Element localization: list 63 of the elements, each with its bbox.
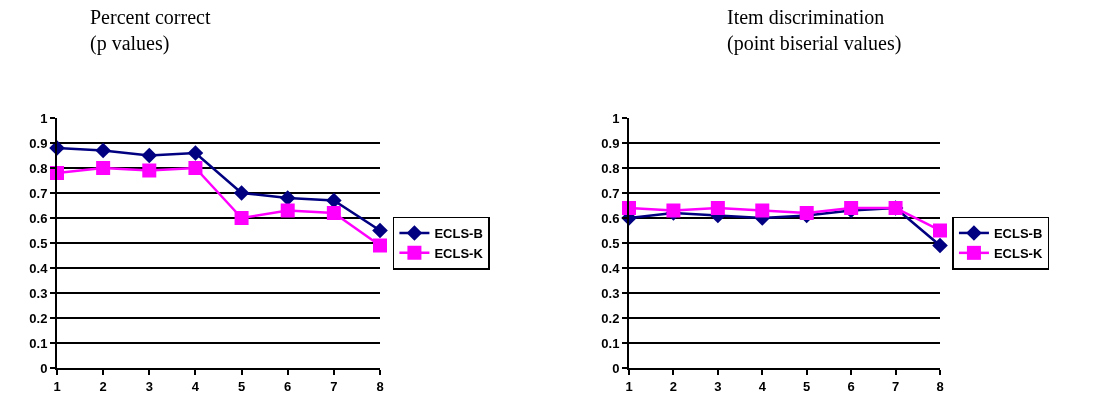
x-tick-label: 5 <box>237 378 246 394</box>
y-tick-label: 0.2 <box>601 310 620 326</box>
y-tick-label: 0.4 <box>29 260 49 276</box>
y-tick-label: 0.1 <box>29 335 48 351</box>
point <box>279 190 296 206</box>
point <box>372 222 388 239</box>
y-tick-label: 0 <box>40 360 48 376</box>
x-tick-label: 4 <box>758 378 767 394</box>
y-tick-label: 0.9 <box>29 135 48 151</box>
y-tick-label: 0.6 <box>601 210 620 226</box>
y-tick-label: 0.2 <box>29 310 48 326</box>
point <box>326 206 341 220</box>
x-tick-label: 7 <box>330 378 338 394</box>
x-tick-label: 6 <box>284 378 292 394</box>
point <box>373 238 387 253</box>
chart-title: Item discrimination (point biserial values) <box>727 6 902 55</box>
x-tick-label: 6 <box>847 378 855 394</box>
y-tick-label: 1 <box>40 110 48 126</box>
y-tick-label: 0.8 <box>601 160 620 176</box>
legend-label: ECLS-B <box>434 226 483 242</box>
x-tick-label: 5 <box>803 378 811 394</box>
y-tick-label: 0.9 <box>601 135 620 151</box>
point <box>142 163 157 178</box>
x-tick-label: 3 <box>145 378 153 394</box>
y-tick-label: 1 <box>612 110 620 126</box>
chart-title: Percent correct (p values) <box>90 6 211 55</box>
y-tick-label: 0.4 <box>601 260 621 276</box>
y-tick-label: 0.3 <box>601 285 620 301</box>
x-tick-label: 1 <box>53 378 61 394</box>
y-tick-label: 0.7 <box>601 185 620 201</box>
point <box>187 145 204 161</box>
point <box>96 161 111 175</box>
x-tick-label: 8 <box>936 378 944 394</box>
point <box>188 161 203 175</box>
x-tick-label: 8 <box>376 378 384 394</box>
point <box>933 223 947 238</box>
point <box>233 185 250 201</box>
y-tick-label: 0.5 <box>29 235 48 251</box>
y-tick-label: 0.7 <box>29 185 48 201</box>
point <box>932 237 948 254</box>
point <box>755 203 770 218</box>
point <box>280 203 295 218</box>
legend-label: ECLS-K <box>434 245 484 261</box>
y-tick-label: 0.1 <box>601 335 620 351</box>
y-tick-label: 0.6 <box>29 210 48 226</box>
x-tick-label: 4 <box>191 378 200 394</box>
x-tick-label: 2 <box>99 378 107 394</box>
x-tick-label: 3 <box>714 378 722 394</box>
y-tick-label: 0.5 <box>601 235 620 251</box>
x-tick-label: 1 <box>625 378 633 394</box>
point <box>710 201 725 215</box>
point <box>844 201 859 215</box>
y-tick-label: 0 <box>612 360 620 376</box>
point <box>95 142 111 159</box>
point <box>141 147 158 164</box>
point <box>799 206 814 220</box>
legend-label: ECLS-B <box>993 226 1043 242</box>
x-tick-label: 7 <box>891 378 900 394</box>
x-tick-label: 2 <box>669 378 678 394</box>
y-tick-label: 0.3 <box>29 285 48 301</box>
y-tick-label: 0.8 <box>29 160 48 176</box>
legend-label: ECLS-K <box>993 245 1043 261</box>
point <box>234 211 249 225</box>
